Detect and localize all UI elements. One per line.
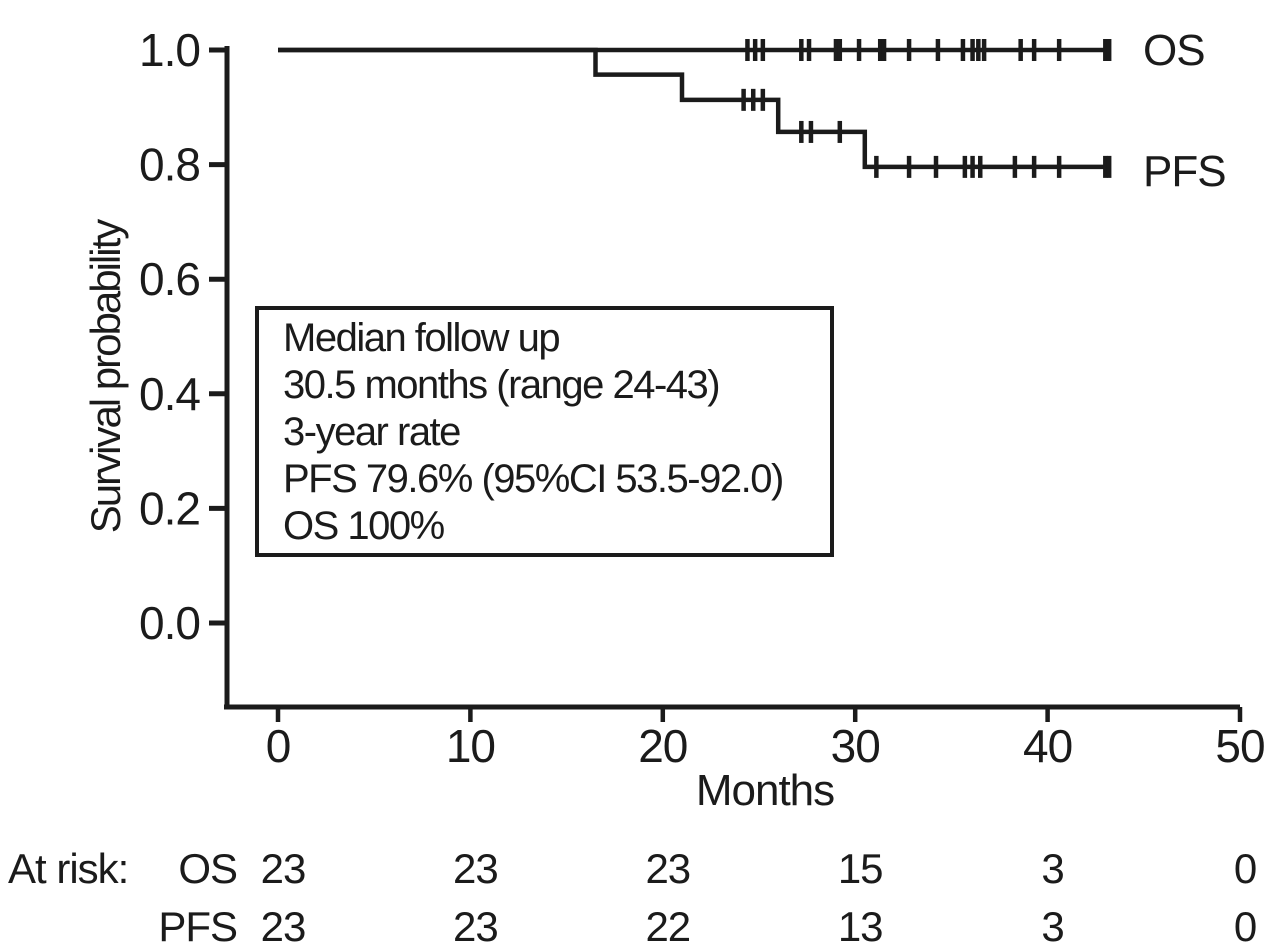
x-tick-label: 0 bbox=[266, 720, 291, 772]
at-risk-row-label-os: OS bbox=[178, 845, 238, 892]
at-risk-label: At risk: bbox=[8, 845, 129, 892]
at-risk-count-os: 23 bbox=[260, 845, 307, 892]
at-risk-count-os: 15 bbox=[837, 845, 884, 892]
at-risk-count-pfs: 13 bbox=[837, 903, 884, 950]
y-tick-label: 0.0 bbox=[139, 597, 200, 649]
at-risk-row-label-pfs: PFS bbox=[158, 903, 238, 950]
y-tick-label: 0.4 bbox=[139, 368, 200, 420]
y-axis-title: Survival probability bbox=[82, 220, 129, 534]
at-risk-count-os: 3 bbox=[1041, 845, 1064, 892]
y-tick-label: 0.8 bbox=[139, 139, 200, 191]
annotation-line-median-followup: Median follow up bbox=[283, 316, 561, 360]
at-risk-count-pfs: 23 bbox=[260, 903, 307, 950]
at-risk-count-pfs: 3 bbox=[1041, 903, 1064, 950]
at-risk-count-os: 23 bbox=[453, 845, 499, 892]
at-risk-count-pfs: 23 bbox=[453, 903, 499, 950]
annotation-line-pfs-rate: PFS 79.6% (95%CI 53.5-92.0) bbox=[283, 457, 784, 501]
at-risk-count-pfs: 0 bbox=[1233, 903, 1257, 950]
annotation-line-os-rate: OS 100% bbox=[283, 504, 445, 548]
at-risk-count-os: 23 bbox=[645, 845, 691, 892]
km-curve-pfs bbox=[278, 47, 1110, 170]
at-risk-count-os: 0 bbox=[1233, 845, 1257, 892]
y-tick-label: 0.2 bbox=[139, 482, 200, 534]
x-tick-label: 20 bbox=[638, 720, 687, 772]
series-label-os: OS bbox=[1143, 26, 1206, 75]
x-tick-label: 50 bbox=[1215, 720, 1264, 772]
annotation-line-followup-value: 30.5 months (range 24-43) bbox=[283, 363, 721, 407]
x-tick-label: 40 bbox=[1023, 720, 1072, 772]
series-label-pfs: PFS bbox=[1143, 147, 1227, 196]
x-tick-label: 10 bbox=[446, 720, 495, 772]
y-tick-label: 1.0 bbox=[139, 24, 200, 76]
annotation-box: Median follow up 30.5 months (range 24-4… bbox=[255, 306, 834, 557]
y-tick-label: 0.6 bbox=[139, 253, 200, 305]
at-risk-count-pfs: 22 bbox=[645, 903, 691, 950]
x-axis-title: Months bbox=[695, 766, 835, 815]
annotation-line-3year-rate: 3-year rate bbox=[283, 410, 461, 454]
x-tick-label: 30 bbox=[831, 720, 880, 772]
